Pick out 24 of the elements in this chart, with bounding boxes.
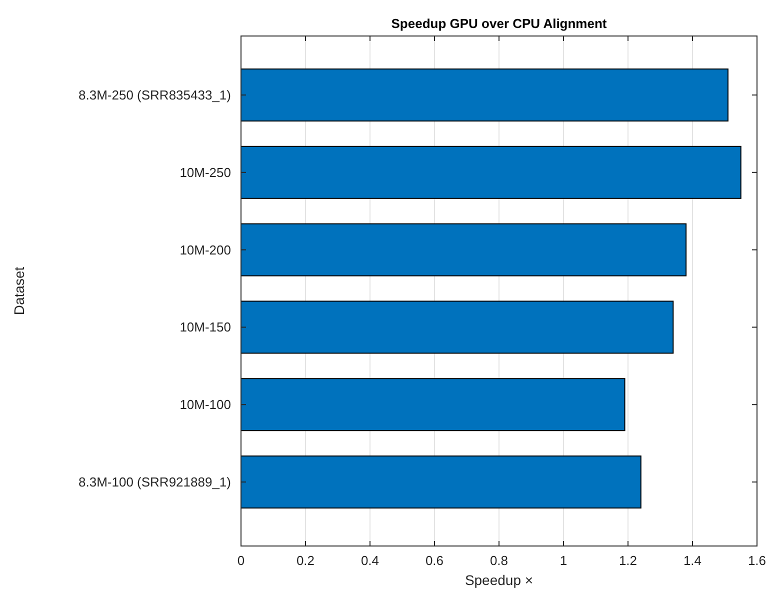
y-tick-label: 8.3M-100 (SRR921889_1): [78, 474, 231, 490]
chart-title: Speedup GPU over CPU Alignment: [391, 16, 608, 31]
x-tick-label: 1.2: [618, 553, 638, 568]
x-tick-label: 0.6: [425, 553, 444, 568]
bar: [240, 68, 728, 122]
bar: [240, 146, 742, 199]
x-tick-label: 0.8: [490, 553, 508, 568]
y-tick-label: 10M-150: [180, 320, 231, 335]
bar: [240, 300, 674, 354]
x-tick-label: 0: [237, 553, 245, 568]
y-tick-label: 10M-100: [180, 397, 231, 412]
y-axis-title: Dataset: [11, 266, 27, 316]
x-tick-label: 0.2: [296, 553, 315, 568]
bar: [240, 378, 626, 432]
bar: [240, 223, 687, 276]
y-tick-label: 8.3M-250 (SRR835433_1): [78, 88, 231, 102]
x-tick-label: 1: [560, 553, 568, 568]
y-tick-label: 10M-250: [180, 164, 231, 180]
x-tick-label: 0.4: [360, 553, 380, 568]
x-tick-label: 1.4: [683, 553, 702, 568]
bar: [240, 456, 642, 508]
x-tick-label: 1.6: [748, 553, 766, 568]
y-tick-label: 10M-200: [180, 242, 231, 258]
x-axis-title: Speedup ×: [464, 572, 534, 588]
